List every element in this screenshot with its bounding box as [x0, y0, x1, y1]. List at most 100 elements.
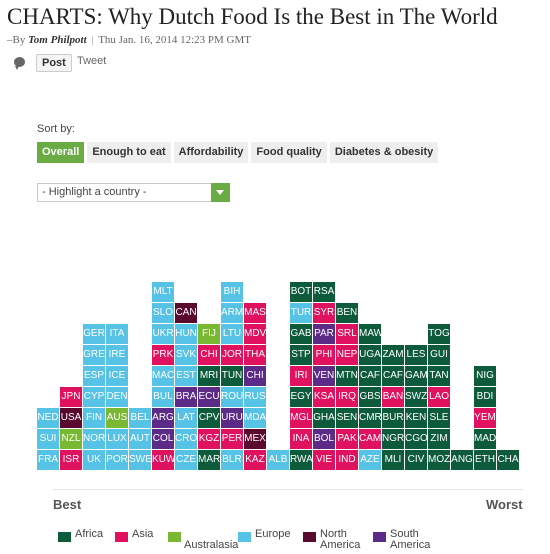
country-tile[interactable]: PHI [313, 345, 335, 365]
country-tile[interactable]: CHI [244, 366, 266, 386]
country-tile[interactable]: INA [290, 429, 312, 449]
country-tile[interactable]: CIV [405, 450, 427, 470]
country-tile[interactable]: COL [152, 429, 174, 449]
country-tile[interactable]: NED [37, 408, 59, 428]
country-tile[interactable]: AZE [359, 450, 381, 470]
country-tile[interactable]: NOR [83, 429, 105, 449]
country-tile[interactable]: CRO [175, 429, 197, 449]
country-tile[interactable]: ICE [106, 366, 128, 386]
country-tile[interactable]: MDA [244, 408, 266, 428]
country-tile[interactable]: ROU [221, 387, 243, 407]
country-tile[interactable]: CAF [382, 366, 404, 386]
country-tile[interactable]: IND [336, 450, 358, 470]
country-tile[interactable]: CAF [359, 366, 381, 386]
country-tile[interactable]: MGL [290, 408, 312, 428]
sort-tab-food-quality[interactable]: Food quality [251, 142, 327, 163]
country-tile[interactable]: ANG [451, 450, 473, 470]
country-tile[interactable]: ETH [474, 450, 496, 470]
country-tile[interactable]: BUR [382, 408, 404, 428]
country-tile[interactable]: MLT [152, 282, 174, 302]
country-tile[interactable]: MAW [359, 324, 381, 344]
country-tile[interactable]: SRL [336, 324, 358, 344]
country-tile[interactable]: BAN [382, 387, 404, 407]
country-tile[interactable]: KEN [405, 408, 427, 428]
country-tile[interactable]: GUI [428, 345, 450, 365]
country-tile[interactable]: IRE [106, 345, 128, 365]
country-tile[interactable]: IRQ [336, 387, 358, 407]
country-tile[interactable]: ITA [106, 324, 128, 344]
country-tile[interactable]: SLO [152, 303, 174, 323]
country-tile[interactable]: ARG [152, 408, 174, 428]
country-tile[interactable]: MLI [382, 450, 404, 470]
tweet-button[interactable]: Tweet [77, 55, 107, 67]
country-tile[interactable]: GHA [313, 408, 335, 428]
country-tile[interactable]: FIN [83, 408, 105, 428]
country-tile[interactable]: CZE [175, 450, 197, 470]
country-tile[interactable]: THA [244, 345, 266, 365]
country-tile[interactable]: MTN [336, 366, 358, 386]
country-tile[interactable]: MOZ [428, 450, 450, 470]
highlight-country-select[interactable]: - Highlight a country - [37, 183, 230, 202]
country-tile[interactable]: MAR [198, 450, 220, 470]
country-tile[interactable]: ARM [221, 303, 243, 323]
country-tile[interactable]: UK [83, 450, 105, 470]
country-tile[interactable]: GBS [359, 387, 381, 407]
country-tile[interactable]: LTU [221, 324, 243, 344]
country-tile[interactable]: VIE [313, 450, 335, 470]
country-tile[interactable]: KAZ [244, 450, 266, 470]
country-tile[interactable]: LAO [428, 387, 450, 407]
country-tile[interactable]: TUR [290, 303, 312, 323]
country-tile[interactable]: BLR [221, 450, 243, 470]
country-tile[interactable]: YEM [474, 408, 496, 428]
country-tile[interactable]: PRK [152, 345, 174, 365]
country-tile[interactable]: NZL [60, 429, 82, 449]
country-tile[interactable]: MDV [244, 324, 266, 344]
country-tile[interactable]: JOR [221, 345, 243, 365]
country-tile[interactable]: PER [221, 429, 243, 449]
country-tile[interactable]: BDI [474, 387, 496, 407]
country-tile[interactable]: MAS [244, 303, 266, 323]
country-tile[interactable]: CAN [175, 303, 197, 323]
country-tile[interactable]: CHI [198, 345, 220, 365]
post-button[interactable]: Post [36, 54, 72, 72]
country-tile[interactable]: ALB [267, 450, 289, 470]
country-tile[interactable]: BEN [336, 303, 358, 323]
country-tile[interactable]: SWE [129, 450, 151, 470]
author-link[interactable]: Tom Philpott [28, 34, 87, 46]
country-tile[interactable]: ZAM [382, 345, 404, 365]
country-tile[interactable]: AUT [129, 429, 151, 449]
country-tile[interactable]: BUL [152, 387, 174, 407]
country-tile[interactable]: BRA [175, 387, 197, 407]
sort-tab-overall[interactable]: Overall [37, 142, 85, 163]
country-tile[interactable]: KUW [152, 450, 174, 470]
country-tile[interactable]: BOT [290, 282, 312, 302]
country-tile[interactable]: CHA [497, 450, 519, 470]
country-tile[interactable]: RWA [290, 450, 312, 470]
country-tile[interactable]: TUN [221, 366, 243, 386]
sort-tab-affordability[interactable]: Affordability [173, 142, 249, 163]
country-tile[interactable]: UKR [152, 324, 174, 344]
country-tile[interactable]: KGZ [198, 429, 220, 449]
country-tile[interactable]: USA [60, 408, 82, 428]
country-tile[interactable]: CYP [83, 387, 105, 407]
country-tile[interactable]: TAN [428, 366, 450, 386]
country-tile[interactable]: VEN [313, 366, 335, 386]
country-tile[interactable]: CGO [405, 429, 427, 449]
country-tile[interactable]: SWZ [405, 387, 427, 407]
country-tile[interactable]: TOG [428, 324, 450, 344]
country-tile[interactable]: BOL [313, 429, 335, 449]
sort-tab-enough-to-eat[interactable]: Enough to eat [87, 142, 171, 163]
country-tile[interactable]: IRI [290, 366, 312, 386]
country-tile[interactable]: CPV [198, 408, 220, 428]
country-tile[interactable]: SVK [175, 345, 197, 365]
country-tile[interactable]: NIG [474, 366, 496, 386]
country-tile[interactable]: AUS [106, 408, 128, 428]
country-tile[interactable]: NGR [382, 429, 404, 449]
country-tile[interactable]: GRE [83, 345, 105, 365]
country-tile[interactable]: PAK [336, 429, 358, 449]
country-tile[interactable]: GAM [405, 366, 427, 386]
country-tile[interactable]: MEX [244, 429, 266, 449]
country-tile[interactable]: JPN [60, 387, 82, 407]
country-tile[interactable]: HUN [175, 324, 197, 344]
country-tile[interactable]: FIJ [198, 324, 220, 344]
